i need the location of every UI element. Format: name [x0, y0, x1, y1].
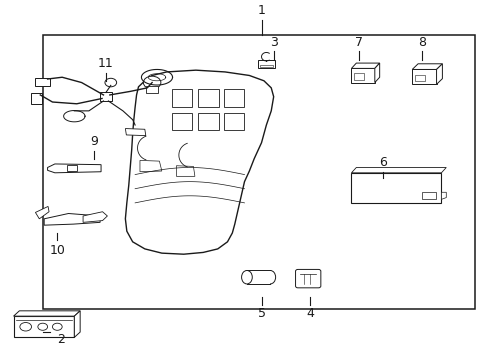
- Text: 11: 11: [98, 57, 114, 70]
- Polygon shape: [125, 70, 273, 254]
- Bar: [171, 113, 192, 130]
- Polygon shape: [436, 64, 442, 84]
- Polygon shape: [351, 63, 379, 68]
- Text: 6: 6: [378, 156, 386, 169]
- Polygon shape: [176, 166, 195, 176]
- Bar: [224, 113, 244, 130]
- Ellipse shape: [264, 270, 275, 284]
- Bar: [146, 86, 158, 93]
- Circle shape: [52, 323, 62, 330]
- Bar: [421, 192, 435, 199]
- Circle shape: [20, 323, 31, 331]
- Bar: [67, 165, 77, 171]
- Bar: [171, 89, 192, 107]
- Text: 5: 5: [257, 307, 265, 320]
- Bar: [224, 89, 244, 107]
- Polygon shape: [125, 129, 145, 136]
- Bar: [100, 93, 112, 101]
- Bar: [198, 89, 218, 107]
- Polygon shape: [351, 167, 446, 173]
- Polygon shape: [374, 63, 379, 82]
- Text: 10: 10: [49, 244, 65, 257]
- Text: 2: 2: [57, 333, 65, 346]
- Polygon shape: [47, 164, 101, 173]
- FancyBboxPatch shape: [295, 269, 320, 288]
- Circle shape: [143, 76, 161, 89]
- Polygon shape: [74, 311, 80, 337]
- Polygon shape: [441, 192, 446, 199]
- Bar: [411, 69, 436, 84]
- Text: 3: 3: [269, 36, 277, 49]
- Bar: [35, 78, 50, 86]
- Text: 8: 8: [417, 36, 425, 49]
- Ellipse shape: [241, 270, 252, 284]
- Circle shape: [105, 78, 116, 87]
- Polygon shape: [14, 311, 80, 316]
- Text: 7: 7: [354, 36, 362, 49]
- Polygon shape: [35, 206, 49, 219]
- Circle shape: [38, 323, 47, 330]
- Text: 1: 1: [257, 4, 265, 17]
- Bar: [246, 270, 270, 284]
- Bar: [42, 35, 474, 309]
- Bar: [353, 73, 363, 80]
- Text: 9: 9: [90, 135, 98, 148]
- Bar: [198, 113, 218, 130]
- Polygon shape: [411, 64, 442, 69]
- Bar: [351, 173, 441, 203]
- Polygon shape: [83, 212, 107, 222]
- Polygon shape: [44, 213, 100, 225]
- Bar: [351, 68, 374, 82]
- Bar: [259, 64, 273, 67]
- Text: 4: 4: [305, 307, 313, 320]
- Bar: [257, 59, 275, 68]
- Bar: [14, 316, 74, 337]
- Bar: [414, 75, 425, 81]
- Bar: [30, 93, 42, 104]
- Polygon shape: [140, 161, 162, 172]
